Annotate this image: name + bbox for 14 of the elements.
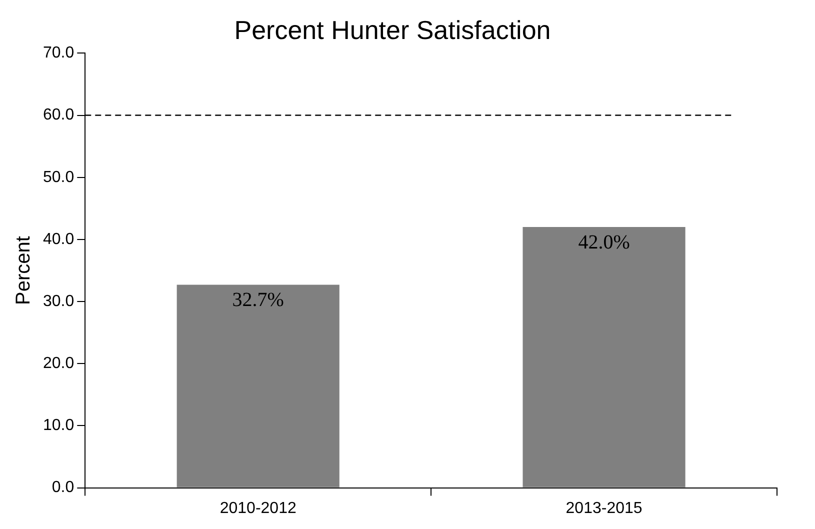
y-tick-label: 20.0 (43, 355, 74, 372)
x-tick-label: 2010-2012 (220, 500, 296, 517)
y-tick-label: 50.0 (43, 168, 74, 186)
y-tick-label: 60.0 (43, 106, 74, 124)
data-label: 42.0% (578, 231, 630, 254)
y-tick-label: 70.0 (43, 44, 74, 62)
chart-title: Percent Hunter Satisfaction (234, 14, 551, 45)
data-label: 32.7% (232, 289, 284, 312)
y-tick-label: 0.0 (52, 479, 74, 496)
y-tick-label: 40.0 (43, 230, 74, 248)
x-tick-label: 2013-2015 (566, 500, 642, 517)
y-tick-label: 10.0 (43, 417, 74, 434)
y-tick-label: 30.0 (43, 292, 74, 310)
y-axis-title: Percent (12, 236, 35, 305)
